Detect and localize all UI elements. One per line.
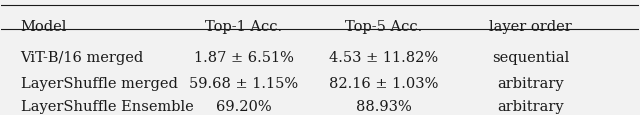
Text: LayerShuffle Ensemble: LayerShuffle Ensemble bbox=[20, 99, 193, 113]
Text: layer order: layer order bbox=[489, 20, 572, 34]
Text: 59.68 ± 1.15%: 59.68 ± 1.15% bbox=[189, 76, 298, 90]
Text: Model: Model bbox=[20, 20, 67, 34]
Text: 1.87 ± 6.51%: 1.87 ± 6.51% bbox=[193, 51, 294, 65]
Text: 4.53 ± 11.82%: 4.53 ± 11.82% bbox=[329, 51, 438, 65]
Text: Top-5 Acc.: Top-5 Acc. bbox=[345, 20, 422, 34]
Text: 88.93%: 88.93% bbox=[356, 99, 412, 113]
Text: 82.16 ± 1.03%: 82.16 ± 1.03% bbox=[329, 76, 438, 90]
Text: arbitrary: arbitrary bbox=[497, 99, 564, 113]
Text: arbitrary: arbitrary bbox=[497, 76, 564, 90]
Text: 69.20%: 69.20% bbox=[216, 99, 271, 113]
Text: ViT-B/16 merged: ViT-B/16 merged bbox=[20, 51, 144, 65]
Text: Top-1 Acc.: Top-1 Acc. bbox=[205, 20, 282, 34]
Text: sequential: sequential bbox=[492, 51, 569, 65]
Text: LayerShuffle merged: LayerShuffle merged bbox=[20, 76, 177, 90]
